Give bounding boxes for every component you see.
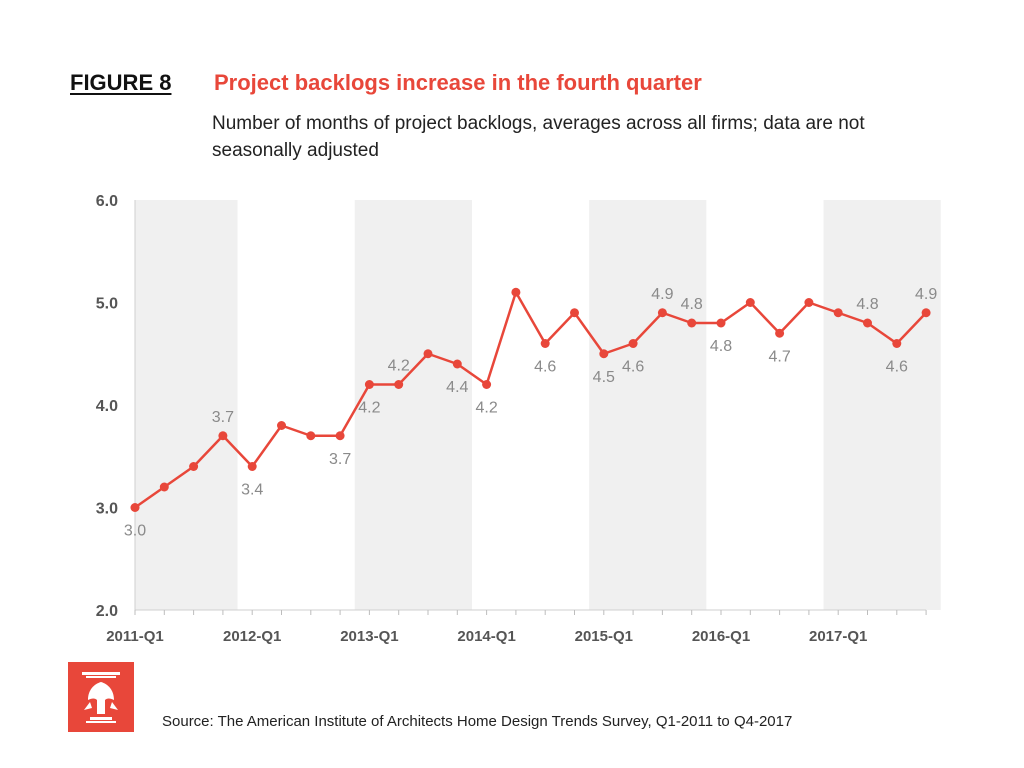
data-point: [628, 339, 638, 348]
data-point: [335, 431, 345, 441]
chart-title: Project backlogs increase in the fourth …: [214, 70, 702, 95]
figure-label: FIGURE 8: [70, 70, 172, 95]
shaded-year-band-2013: [354, 200, 472, 610]
data-label: 4.6: [622, 359, 644, 376]
data-point: [921, 308, 931, 318]
data-label: 3.4: [241, 482, 263, 499]
data-point: [394, 380, 404, 389]
data-label: 4.5: [593, 369, 615, 386]
shaded-year-band-2015: [589, 200, 707, 610]
data-point: [599, 349, 609, 359]
data-label: 4.2: [388, 358, 410, 375]
y-tick-label: 4.0: [96, 398, 118, 415]
data-point: [364, 380, 374, 389]
data-point: [306, 431, 316, 441]
y-tick-label: 6.0: [96, 193, 118, 210]
data-label: 4.7: [768, 348, 790, 365]
data-point: [687, 318, 697, 328]
source-note: Source: The American Institute of Archit…: [162, 713, 793, 730]
data-point: [130, 503, 140, 512]
y-tick-label: 5.0: [96, 296, 118, 313]
x-tick-label: 2013-Q1: [340, 628, 398, 645]
shaded-year-band-2011: [135, 200, 238, 610]
data-label: 4.8: [710, 338, 732, 355]
data-point: [218, 431, 228, 441]
data-point: [482, 380, 492, 389]
data-label: 4.6: [534, 359, 556, 376]
shaded-year-band-2017: [823, 200, 941, 610]
data-label: 3.7: [212, 409, 234, 426]
y-tick-label: 3.0: [96, 501, 118, 518]
line-chart: 2.0 3.0 4.0 5.0 6.0 2011-Q1 2012-Q1 2013-Q1 2014…: [96, 193, 941, 645]
x-tick-label: 2014-Q1: [457, 628, 515, 645]
data-label: 4.6: [886, 359, 908, 376]
data-label: 4.8: [856, 296, 878, 313]
data-label: 4.2: [358, 400, 380, 417]
data-point: [833, 308, 843, 318]
x-tick-label: 2012-Q1: [223, 628, 281, 645]
data-label: 4.8: [681, 296, 703, 313]
chart-subtitle: Number of months of project backlogs, av…: [212, 113, 865, 161]
data-point: [716, 318, 726, 328]
x-tick-label: 2011-Q1: [106, 628, 164, 645]
series-line: [134, 291, 928, 509]
data-point: [863, 318, 872, 328]
data-point: [540, 339, 550, 348]
data-label: 4.9: [915, 286, 937, 303]
data-point: [189, 462, 199, 471]
y-tick-label: 2.0: [96, 603, 118, 620]
data-point: [892, 339, 902, 348]
aia-eagle-logo-icon: [68, 662, 134, 732]
data-point: [657, 308, 667, 318]
data-point: [570, 308, 579, 318]
data-point: [247, 462, 257, 471]
data-point: [277, 421, 286, 430]
x-tick-label: 2016-Q1: [692, 628, 750, 645]
data-label: 4.2: [475, 400, 497, 417]
data-label: 3.7: [329, 451, 351, 468]
data-point: [511, 287, 521, 297]
data-point: [775, 328, 785, 338]
data-point: [452, 359, 462, 369]
data-point: [804, 298, 814, 307]
data-point: [159, 482, 169, 492]
data-point: [423, 349, 433, 359]
x-tick-label: 2015-Q1: [575, 628, 633, 645]
data-label: 3.0: [124, 523, 146, 540]
data-point: [745, 298, 755, 307]
data-label: 4.9: [651, 286, 673, 303]
data-label: 4.4: [446, 379, 468, 396]
x-tick-label: 2017-Q1: [809, 628, 867, 645]
